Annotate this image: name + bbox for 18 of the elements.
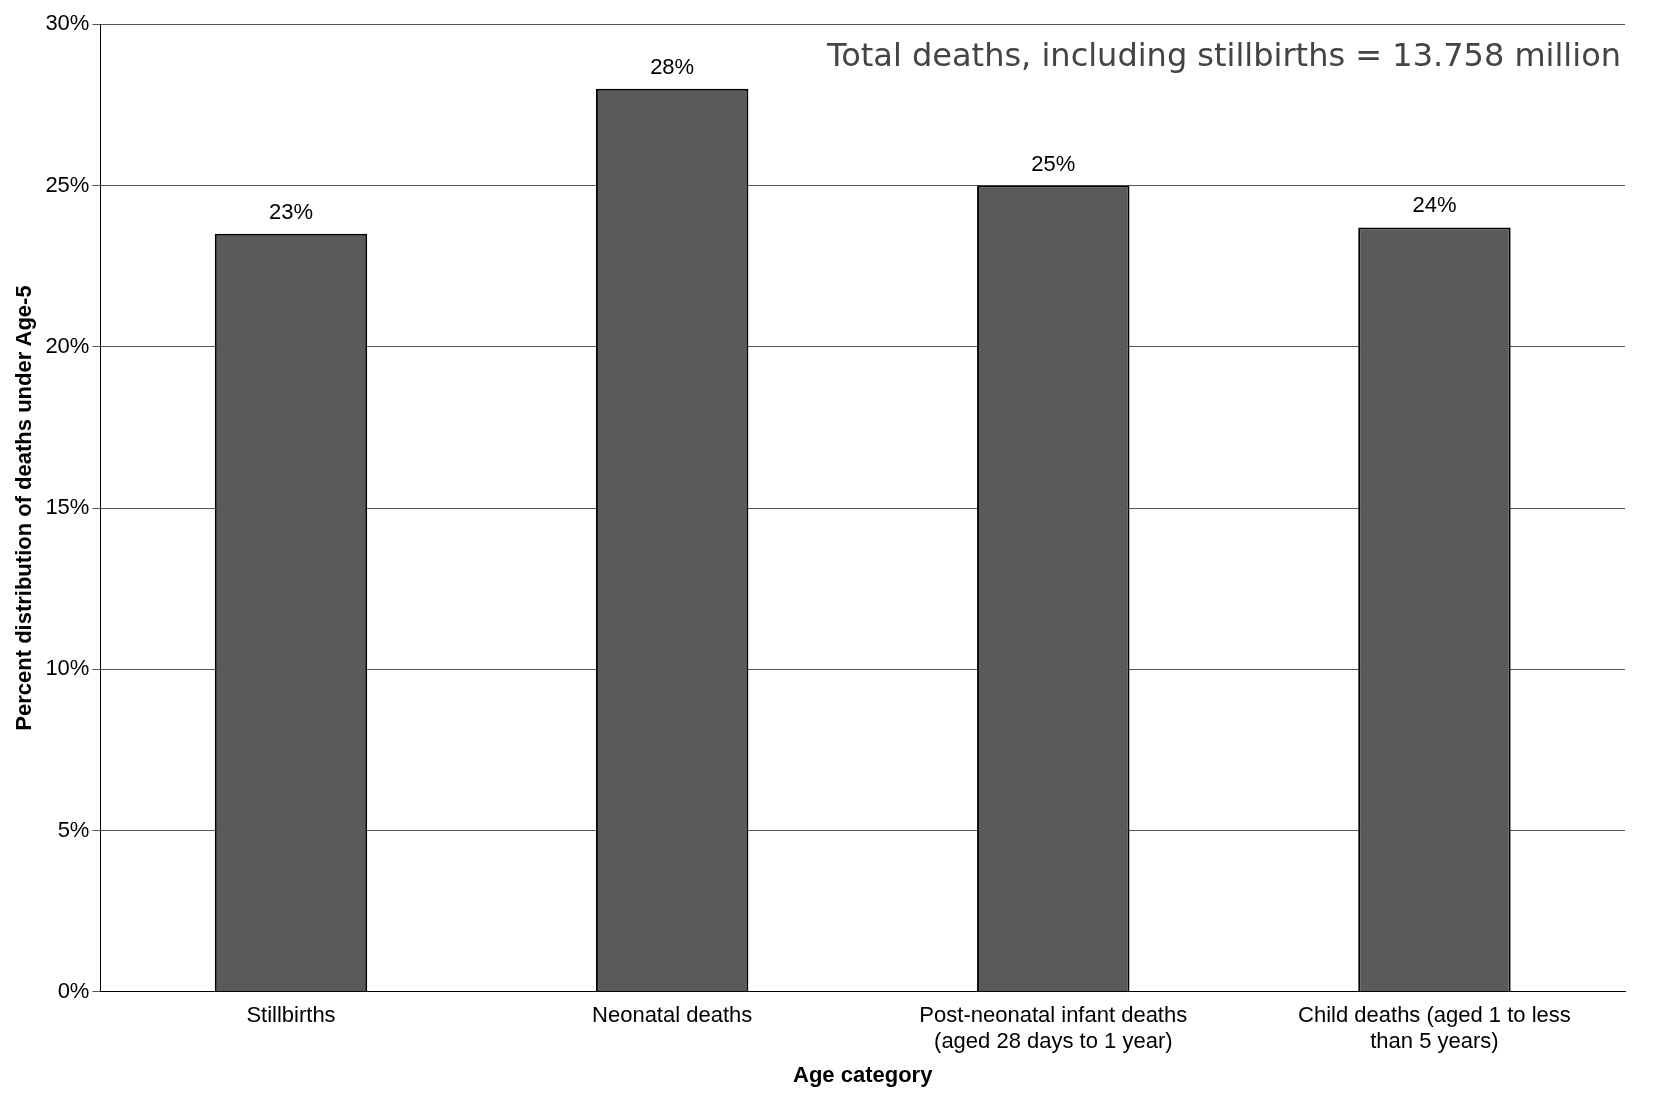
y-tick-label: 5%: [57, 816, 90, 842]
y-tick-label: 30%: [45, 10, 90, 36]
y-axis-title: Percent distribution of deaths under Age-5: [11, 285, 37, 731]
y-tick-label: 10%: [45, 655, 90, 681]
y-tick-label: 15%: [45, 494, 90, 520]
x-axis-title: Age category: [793, 1061, 934, 1087]
data-label: 23%: [268, 198, 314, 224]
y-tick-label: 25%: [45, 171, 90, 197]
data-label: 24%: [1412, 192, 1457, 218]
data-label: 25%: [1031, 150, 1076, 176]
x-tick-label: Neonatal deaths: [592, 1002, 753, 1028]
y-tick-label: 20%: [45, 332, 90, 358]
x-tick-label: Stillbirths: [246, 1002, 336, 1028]
x-tick-label: Child deaths (aged 1 to less than 5 years): [1298, 1002, 1571, 1054]
x-tick-label: Post-neonatal infant deaths (aged 28 days to 1 year): [919, 1002, 1188, 1054]
annotation: Total deaths, including stillbirths = 13.758 million: [827, 36, 1621, 74]
data-label: 28%: [650, 53, 695, 79]
y-tick-label: 0%: [57, 977, 90, 1003]
